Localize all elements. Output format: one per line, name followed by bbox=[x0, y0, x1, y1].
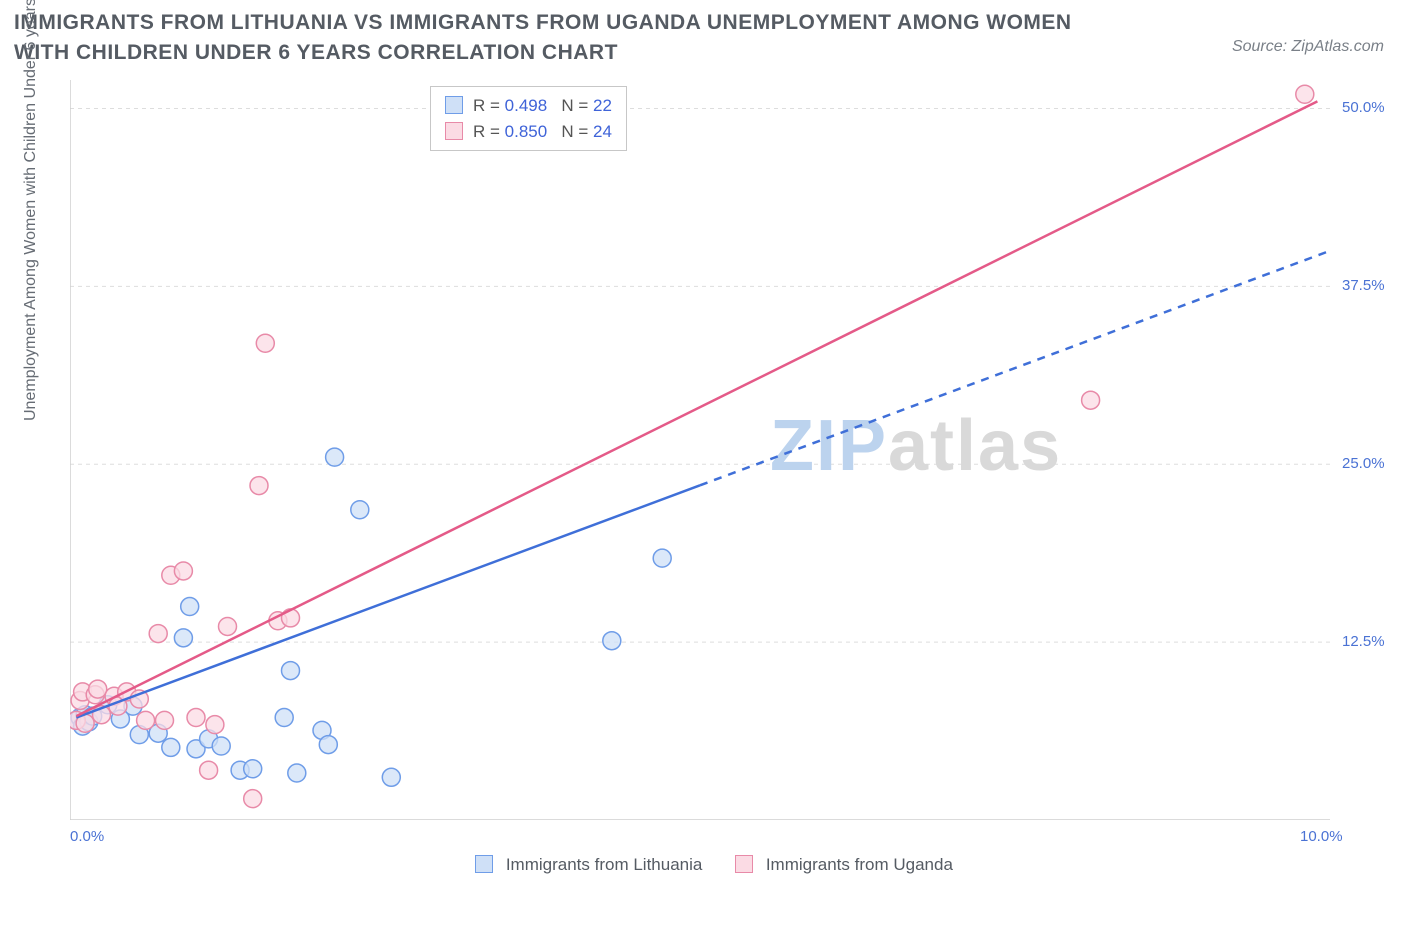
series-legend: Immigrants from Lithuania Immigrants fro… bbox=[70, 855, 1330, 875]
watermark: ZIPatlas bbox=[770, 406, 1062, 486]
y-tick: 25.0% bbox=[1342, 455, 1385, 472]
correlation-chart-container: { "title": "IMMIGRANTS FROM LITHUANIA VS… bbox=[0, 0, 1406, 930]
legend-row-uganda: R = 0.850 N = 24 bbox=[445, 119, 612, 145]
y-tick: 50.0% bbox=[1342, 99, 1385, 116]
legend-swatch-lithuania bbox=[475, 855, 493, 873]
x-tick: 10.0% bbox=[1300, 828, 1343, 845]
y-tick: 37.5% bbox=[1342, 277, 1385, 294]
legend-label-lithuania: Immigrants from Lithuania bbox=[506, 855, 703, 874]
legend-label-uganda: Immigrants from Uganda bbox=[766, 855, 953, 874]
source-attribution: Source: ZipAtlas.com bbox=[1232, 38, 1384, 56]
x-tick: 0.0% bbox=[70, 828, 104, 845]
y-tick: 12.5% bbox=[1342, 633, 1385, 650]
plot-area: ZIPatlas bbox=[70, 80, 1330, 820]
correlation-legend-box: R = 0.498 N = 22R = 0.850 N = 24 bbox=[430, 86, 627, 151]
chart-svg: ZIPatlas bbox=[70, 80, 1330, 820]
y-axis-label: Unemployment Among Women with Children U… bbox=[22, 0, 40, 421]
legend-swatch-uganda bbox=[735, 855, 753, 873]
x-tick-labels: 0.0%10.0% bbox=[70, 828, 1330, 852]
legend-row-lithuania: R = 0.498 N = 22 bbox=[445, 93, 612, 119]
chart-title: IMMIGRANTS FROM LITHUANIA VS IMMIGRANTS … bbox=[14, 8, 1114, 69]
